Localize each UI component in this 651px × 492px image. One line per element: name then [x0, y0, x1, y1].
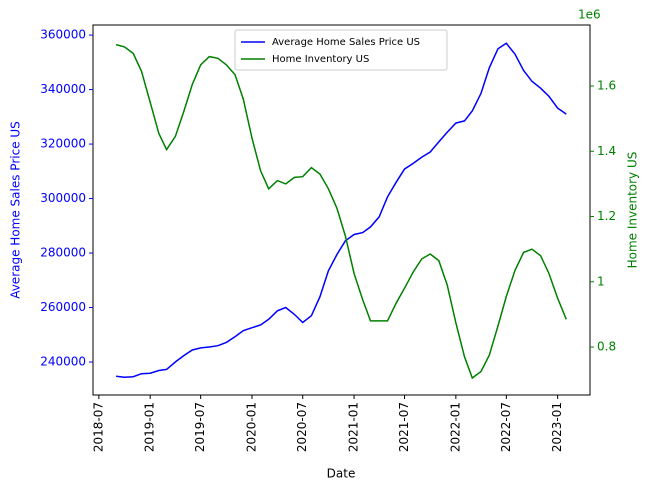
y2-axis-label: Home Inventory US: [626, 152, 640, 269]
x-tick-label: 2022-01: [448, 402, 462, 452]
y2-tick-label: 1.2: [597, 209, 616, 223]
y-tick-label: 260000: [40, 300, 86, 314]
x-tick-label: 2018-07: [91, 402, 105, 452]
y2-tick-label: 1: [597, 274, 605, 288]
y-tick-label: 340000: [40, 82, 86, 96]
x-tick-label: 2019-01: [143, 402, 157, 452]
series-line: [116, 42, 567, 379]
y2-tick-label: 1.4: [597, 144, 616, 158]
series-line: [115, 43, 567, 380]
y2-tick-label: 0.8: [597, 340, 616, 354]
y-tick-label: 240000: [40, 355, 86, 369]
y-tick-label: 320000: [40, 137, 86, 151]
legend-box: [234, 29, 448, 71]
plot-frame: [92, 24, 591, 396]
x-tick-label: 2022-07: [499, 402, 513, 452]
y2-offset-label: 1e6: [578, 8, 601, 22]
x-tick-label: 2020-01: [244, 402, 258, 452]
y-tick-label: 300000: [40, 191, 86, 205]
x-tick-label: 2023-01: [550, 402, 564, 452]
y2-tick-label: 1.6: [597, 79, 616, 93]
y-tick-label: 280000: [40, 246, 86, 260]
y-tick-label: 360000: [40, 28, 86, 42]
y-axis-label: Average Home Sales Price US: [9, 121, 23, 299]
x-tick-label: 2021-07: [397, 402, 411, 452]
x-tick-label: 2019-07: [193, 402, 207, 452]
legend-label: Average Home Sales Price US: [272, 37, 420, 48]
x-tick-label: 2020-07: [295, 402, 309, 452]
legend-label: Home Inventory US: [272, 54, 369, 65]
x-tick-label: 2021-01: [347, 402, 361, 452]
x-axis-label: Date: [327, 467, 356, 481]
